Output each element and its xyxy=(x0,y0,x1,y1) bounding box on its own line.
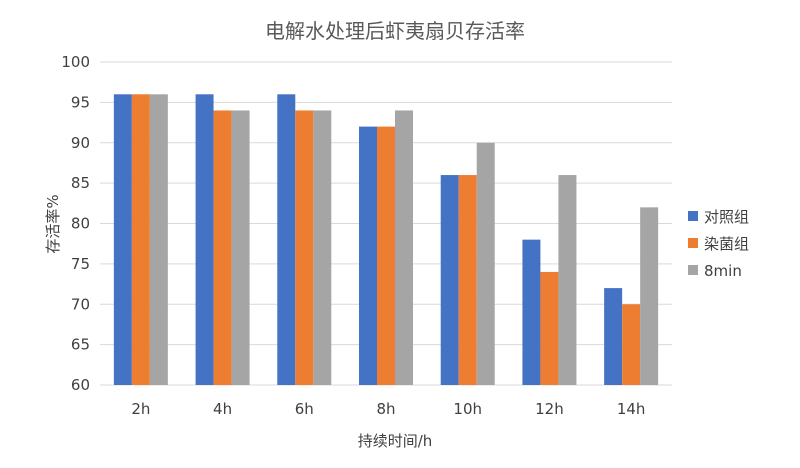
x-tick-label: 14h xyxy=(617,400,646,418)
y-tick-label: 75 xyxy=(71,255,90,273)
bar-14h-染菌组 xyxy=(622,304,641,385)
y-tick-label: 85 xyxy=(71,174,90,192)
legend-label: 8min xyxy=(704,262,742,280)
bar-14h-8min xyxy=(640,207,659,385)
legend-swatch xyxy=(688,265,698,275)
bar-10h-8min xyxy=(476,142,495,385)
y-tick-label: 100 xyxy=(61,53,90,71)
bar-4h-染菌组 xyxy=(213,110,232,385)
x-axis-label: 持续时间/h xyxy=(358,432,433,450)
bar-2h-染菌组 xyxy=(131,94,150,386)
bar-6h-8min xyxy=(313,110,332,385)
bar-12h-对照组 xyxy=(522,239,541,385)
x-tick-label: 10h xyxy=(453,400,482,418)
bar-8h-染菌组 xyxy=(377,126,395,385)
y-tick-label: 80 xyxy=(71,215,90,233)
legend-swatch xyxy=(688,238,698,248)
legend-swatch xyxy=(688,211,698,221)
chart-title: 电解水处理后虾夷扇贝存活率 xyxy=(265,19,525,43)
bar-6h-染菌组 xyxy=(295,110,314,385)
x-tick-label: 12h xyxy=(535,400,564,418)
bar-8h-8min xyxy=(395,110,413,385)
legend-label: 对照组 xyxy=(704,208,749,226)
x-tick-label: 6h xyxy=(295,400,314,418)
bar-12h-染菌组 xyxy=(540,271,559,385)
x-tick-label: 2h xyxy=(131,400,150,418)
y-tick-label: 65 xyxy=(71,336,90,354)
bar-8h-对照组 xyxy=(359,126,377,385)
bar-12h-8min xyxy=(558,175,577,385)
x-axis-ticks: 2h 4h 6h 8h 10h 12h 14h xyxy=(131,400,645,418)
bar-4h-8min xyxy=(231,110,250,385)
y-axis-label: 存活率% xyxy=(44,194,62,253)
y-tick-label: 60 xyxy=(71,376,90,394)
y-tick-label: 70 xyxy=(71,295,90,313)
legend-label: 染菌组 xyxy=(704,235,749,253)
x-tick-label: 4h xyxy=(213,400,232,418)
bar-10h-染菌组 xyxy=(458,175,477,385)
bar-10h-对照组 xyxy=(440,175,459,385)
y-tick-label: 90 xyxy=(71,134,90,152)
x-tick-label: 8h xyxy=(376,400,395,418)
y-tick-label: 95 xyxy=(71,93,90,111)
bar-14h-对照组 xyxy=(604,288,623,385)
bar-2h-8min xyxy=(149,94,168,386)
bar-2h-对照组 xyxy=(113,94,132,386)
bars xyxy=(113,94,659,386)
bar-4h-对照组 xyxy=(195,94,214,386)
bar-6h-对照组 xyxy=(277,94,296,386)
y-axis-ticks: 60 65 70 75 80 85 90 95 100 xyxy=(61,53,90,394)
